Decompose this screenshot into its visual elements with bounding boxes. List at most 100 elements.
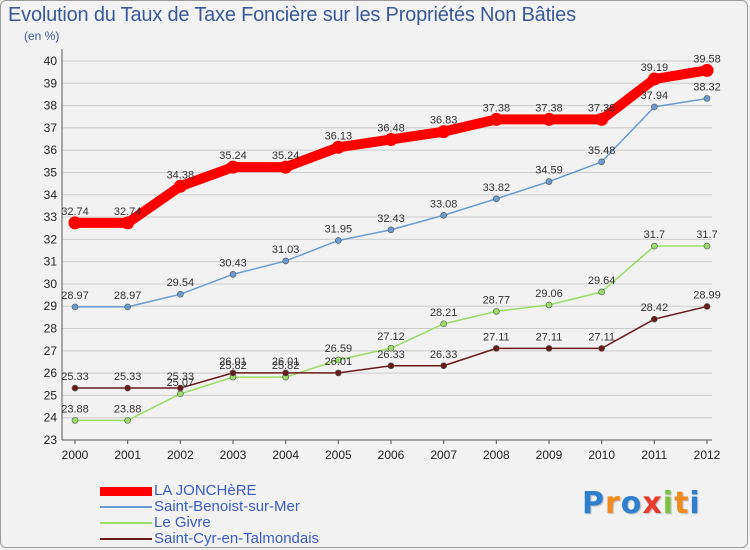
- data-label: 32.43: [377, 213, 405, 225]
- data-label: 26.33: [430, 349, 458, 361]
- data-label: 26.01: [219, 356, 247, 368]
- legend-label: Le Givre: [154, 514, 211, 531]
- data-point: [282, 257, 289, 265]
- logo-letter: P: [582, 486, 605, 521]
- data-point: [493, 345, 500, 352]
- x-tick-label: 2011: [641, 448, 667, 462]
- data-label: 27.12: [377, 331, 405, 343]
- data-point: [440, 320, 447, 328]
- x-tick-label: 2008: [483, 448, 510, 462]
- data-label: 36.13: [325, 130, 353, 142]
- legend-item: Saint-Cyr-en-Talmondais: [100, 531, 319, 547]
- data-label: 25.82: [219, 360, 247, 372]
- data-label: 32.74: [114, 206, 142, 218]
- data-point: [177, 384, 184, 392]
- legend-swatch: [100, 538, 152, 540]
- data-point: [647, 72, 661, 86]
- y-tick-label: 29: [44, 299, 58, 313]
- data-point: [651, 315, 658, 323]
- data-point: [545, 178, 553, 185]
- data-label: 26.59: [325, 343, 353, 355]
- data-label: 33.82: [483, 182, 511, 194]
- data-point: [703, 95, 711, 102]
- y-tick-label: 33: [44, 210, 58, 224]
- y-tick-label: 23: [44, 433, 58, 447]
- data-label: 25.33: [61, 371, 89, 383]
- data-label: 28.21: [430, 307, 458, 319]
- data-label: 31.7: [644, 229, 665, 241]
- data-label: 34.59: [535, 165, 563, 177]
- data-point: [71, 303, 79, 311]
- data-point: [703, 303, 711, 310]
- data-label: 26.01: [272, 356, 300, 368]
- logo-letter: x: [642, 486, 663, 521]
- y-tick-label: 32: [44, 232, 58, 246]
- data-label: 35.24: [272, 150, 300, 162]
- data-label: 29.06: [535, 288, 563, 300]
- data-point: [493, 308, 500, 315]
- data-label: 37.94: [641, 90, 669, 102]
- line-chart: 23 24 25 26 27 28 29 30 31 32 33 34 35 36 37 38 39 40 2000…: [44, 49, 721, 462]
- data-point: [598, 288, 605, 296]
- data-point: [335, 356, 342, 364]
- data-label: 36.48: [377, 122, 405, 134]
- data-label: 28.77: [483, 294, 511, 306]
- x-tick-label: 2005: [325, 448, 352, 462]
- logo-letter: i: [689, 486, 701, 521]
- data-point: [124, 384, 131, 392]
- y-tick-label: 28: [44, 322, 58, 336]
- data-label: 27.11: [588, 331, 615, 343]
- data-point: [387, 362, 395, 370]
- data-point: [226, 160, 240, 174]
- data-label: 31.7: [696, 229, 717, 241]
- data-label: 28.97: [114, 290, 142, 302]
- y-tick-label: 36: [44, 143, 58, 157]
- data-point: [177, 290, 184, 298]
- y-tick-label: 31: [44, 255, 58, 269]
- proxiti-logo: Proxiti: [582, 486, 701, 521]
- data-label: 25.07: [167, 377, 195, 389]
- data-label: 27.11: [483, 331, 510, 343]
- data-point: [282, 369, 289, 377]
- data-point: [124, 417, 131, 424]
- legend-label: Saint-Benoist-sur-Mer: [154, 498, 300, 515]
- data-label: 34.38: [167, 169, 195, 181]
- logo-letter: o: [620, 486, 643, 521]
- x-tick-label: 2000: [62, 448, 89, 462]
- legend: LA JONCHèRE Saint-Benoist-sur-Mer Le Givre…: [100, 483, 319, 547]
- data-label: 28.42: [641, 302, 669, 314]
- data-point: [545, 345, 553, 352]
- data-point: [703, 242, 711, 250]
- data-label: 35.48: [588, 145, 616, 157]
- legend-label: Saint-Cyr-en-Talmondais: [154, 530, 320, 547]
- data-label: 39.58: [693, 53, 721, 65]
- legend-swatch: [100, 522, 152, 524]
- data-point: [387, 226, 395, 234]
- data-point: [335, 369, 342, 377]
- data-point: [493, 195, 500, 203]
- data-label: 25.82: [272, 360, 300, 372]
- x-tick-label: 2006: [378, 448, 405, 462]
- data-label: 29.54: [167, 277, 195, 289]
- x-tick-label: 2002: [167, 448, 194, 462]
- data-point: [440, 211, 447, 219]
- logo-letter: i: [662, 486, 675, 521]
- y-tick-label: 26: [44, 366, 58, 380]
- data-point: [331, 140, 345, 154]
- data-label: 38.32: [693, 81, 721, 93]
- y-tick-label: 25: [44, 388, 58, 402]
- y-tick-label: 30: [44, 277, 58, 291]
- x-tick-label: 2012: [694, 448, 721, 462]
- data-point: [229, 369, 237, 377]
- legend-item: LA JONCHèRE: [100, 483, 319, 499]
- y-axis-unit: (en %): [24, 29, 60, 43]
- data-label: 28.97: [61, 290, 89, 302]
- chart-title: Evolution du Taux de Taxe Foncière sur l…: [8, 4, 576, 26]
- data-label: 37.38: [483, 102, 511, 114]
- data-point: [121, 216, 135, 230]
- legend-item: Le Givre: [100, 515, 319, 531]
- data-label: 31.03: [272, 244, 300, 256]
- data-label: 35.24: [219, 150, 247, 162]
- data-label: 31.95: [325, 223, 353, 235]
